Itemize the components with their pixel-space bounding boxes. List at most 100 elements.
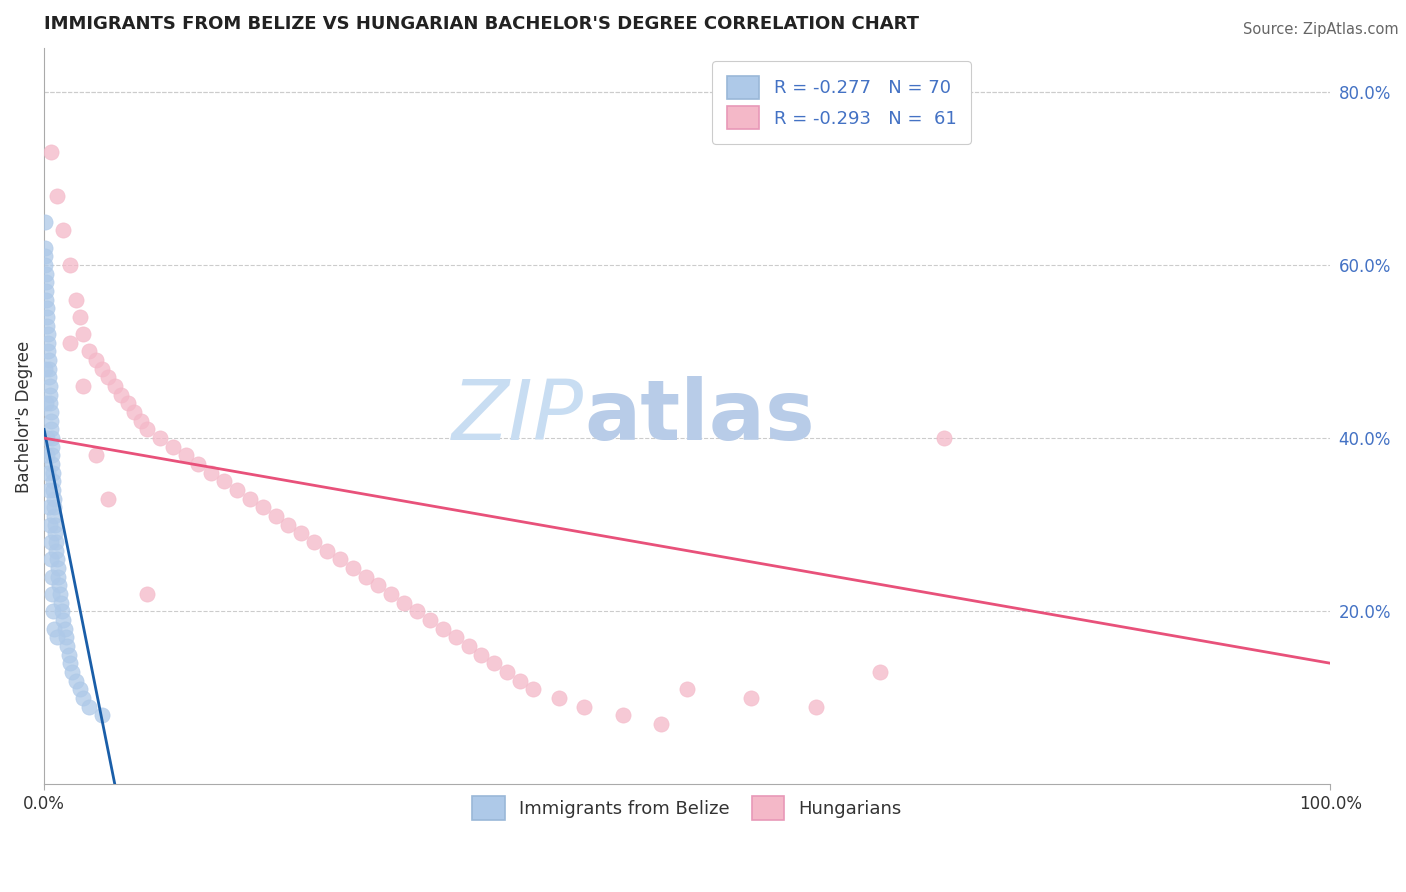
Point: [264, 508, 287, 523]
Point: [522, 682, 544, 697]
Point: [39, 396, 62, 410]
Point: [484, 657, 506, 671]
Point: [42, 466, 65, 480]
Point: [38, 353, 60, 368]
Point: [46, 188, 69, 202]
Point: [42, 622, 65, 636]
Point: [187, 457, 209, 471]
Point: [41, 569, 63, 583]
Point: [55, 630, 77, 644]
Point: [60, 665, 83, 679]
Point: [380, 587, 402, 601]
Text: ZIP: ZIP: [453, 376, 585, 457]
Point: [302, 535, 325, 549]
Point: [72, 690, 94, 705]
Point: [59, 258, 82, 272]
Point: [869, 665, 891, 679]
Point: [226, 483, 249, 497]
Point: [149, 431, 172, 445]
Point: [37, 449, 59, 463]
Point: [354, 569, 377, 583]
Point: [41, 440, 63, 454]
Point: [35, 396, 58, 410]
Point: [239, 491, 262, 506]
Point: [34, 361, 56, 376]
Text: Source: ZipAtlas.com: Source: ZipAtlas.com: [1243, 22, 1399, 37]
Point: [612, 708, 634, 723]
Point: [136, 587, 159, 601]
Point: [84, 353, 107, 368]
Point: [59, 335, 82, 350]
Point: [37, 327, 59, 342]
Point: [367, 578, 389, 592]
Point: [39, 422, 62, 436]
Point: [117, 396, 139, 410]
Point: [44, 500, 66, 515]
Point: [509, 673, 531, 688]
Point: [212, 475, 235, 489]
Point: [37, 318, 59, 333]
Point: [419, 613, 441, 627]
Point: [52, 613, 75, 627]
Point: [162, 440, 184, 454]
Point: [91, 361, 114, 376]
Point: [740, 690, 762, 705]
Point: [44, 526, 66, 541]
Point: [110, 388, 132, 402]
Point: [84, 449, 107, 463]
Point: [34, 249, 56, 263]
Text: atlas: atlas: [585, 376, 815, 457]
Point: [574, 699, 596, 714]
Point: [51, 604, 73, 618]
Point: [45, 535, 67, 549]
Point: [72, 379, 94, 393]
Point: [174, 449, 197, 463]
Point: [53, 622, 76, 636]
Point: [56, 639, 79, 653]
Point: [290, 526, 312, 541]
Point: [34, 214, 56, 228]
Point: [38, 379, 60, 393]
Point: [44, 517, 66, 532]
Point: [37, 466, 59, 480]
Point: [42, 604, 65, 618]
Point: [457, 639, 479, 653]
Legend: Immigrants from Belize, Hungarians: Immigrants from Belize, Hungarians: [465, 789, 910, 827]
Point: [34, 241, 56, 255]
Point: [44, 508, 66, 523]
Point: [35, 301, 58, 316]
Point: [42, 491, 65, 506]
Point: [48, 578, 70, 592]
Point: [104, 379, 127, 393]
Point: [77, 344, 100, 359]
Point: [129, 414, 152, 428]
Point: [35, 275, 58, 289]
Point: [34, 258, 56, 272]
Point: [329, 552, 352, 566]
Point: [38, 361, 60, 376]
Point: [406, 604, 429, 618]
Point: [38, 500, 60, 515]
Point: [41, 431, 63, 445]
Point: [496, 665, 519, 679]
Point: [342, 561, 364, 575]
Point: [650, 716, 672, 731]
Point: [91, 708, 114, 723]
Point: [97, 491, 120, 506]
Point: [69, 682, 91, 697]
Point: [37, 335, 59, 350]
Point: [35, 431, 58, 445]
Point: [41, 449, 63, 463]
Point: [39, 405, 62, 419]
Point: [72, 327, 94, 342]
Point: [804, 699, 827, 714]
Text: IMMIGRANTS FROM BELIZE VS HUNGARIAN BACHELOR'S DEGREE CORRELATION CHART: IMMIGRANTS FROM BELIZE VS HUNGARIAN BACH…: [44, 15, 920, 33]
Point: [46, 630, 69, 644]
Point: [122, 405, 145, 419]
Point: [59, 657, 82, 671]
Point: [316, 543, 339, 558]
Point: [547, 690, 569, 705]
Y-axis label: Bachelor's Degree: Bachelor's Degree: [15, 341, 32, 492]
Point: [34, 267, 56, 281]
Point: [69, 310, 91, 324]
